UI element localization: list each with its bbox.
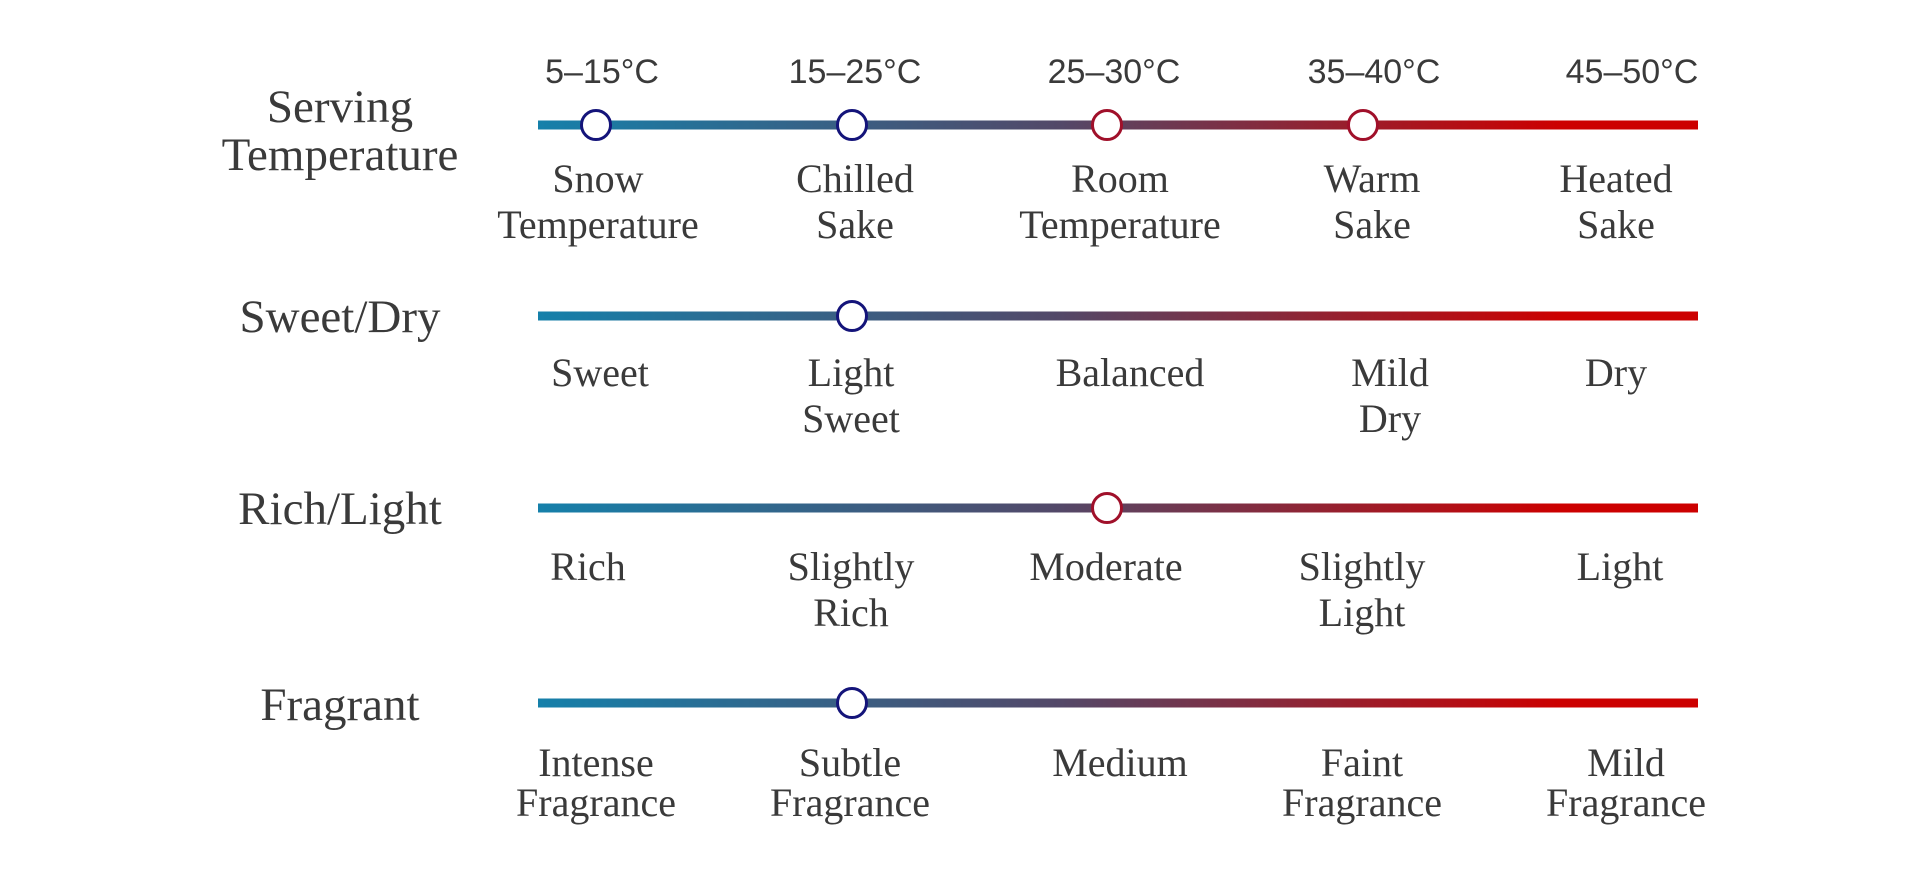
scale-label: Fragrance — [1546, 780, 1706, 825]
scale-label: Medium — [1052, 740, 1188, 785]
gradient-scale-line — [538, 698, 1698, 708]
scale-label: Temperature — [497, 202, 699, 247]
scale-label: Room — [1071, 156, 1169, 201]
row-title: Temperature — [222, 129, 459, 181]
row-title: Rich/Light — [238, 483, 442, 535]
scale-label: Sake — [1333, 202, 1411, 247]
temperature-label: 35–40°C — [1308, 53, 1441, 91]
temperature-label: 25–30°C — [1048, 53, 1181, 91]
scale-label: Light — [1319, 590, 1406, 635]
scale-label: Light — [1577, 544, 1664, 589]
scale-marker — [1347, 109, 1379, 141]
scale-label: Slightly — [788, 544, 915, 589]
scale-label: Light — [808, 350, 895, 395]
scale-marker — [1091, 109, 1123, 141]
scale-label: Moderate — [1029, 544, 1182, 589]
scale-label: Sweet — [802, 396, 900, 441]
scale-label: Dry — [1359, 396, 1421, 441]
scale-label: Subtle — [799, 740, 901, 785]
scale-marker — [836, 687, 868, 719]
scale-label: Slightly — [1299, 544, 1426, 589]
scale-marker — [580, 109, 612, 141]
temperature-label: 5–15°C — [545, 53, 659, 91]
scale-label: Dry — [1585, 350, 1647, 395]
scale-label: Warm — [1324, 156, 1421, 201]
scale-label: Mild — [1351, 350, 1429, 395]
scale-marker — [1091, 492, 1123, 524]
temperature-label: 15–25°C — [789, 53, 922, 91]
scale-label: Snow — [552, 156, 643, 201]
scale-label: Sake — [816, 202, 894, 247]
scale-label: Temperature — [1019, 202, 1221, 247]
scale-label: Fragrance — [516, 780, 676, 825]
scale-label: Fragrance — [770, 780, 930, 825]
scale-label: Heated — [1559, 156, 1672, 201]
row-title: Sweet/Dry — [239, 291, 441, 343]
scale-marker — [836, 109, 868, 141]
row-title: Fragrant — [260, 679, 419, 731]
scale-label: Balanced — [1056, 350, 1205, 395]
scale-label: Chilled — [796, 156, 914, 201]
scale-label: Fragrance — [1282, 780, 1442, 825]
scale-label: Faint — [1321, 740, 1403, 785]
scale-label: Intense — [538, 740, 654, 785]
scale-label: Rich — [813, 590, 889, 635]
row-title: Serving — [267, 81, 413, 133]
scale-label: Rich — [550, 544, 626, 589]
temperature-label: 45–50°C — [1566, 53, 1699, 91]
scale-label: Sake — [1577, 202, 1655, 247]
gradient-scale-line — [538, 311, 1698, 321]
scale-label: Sweet — [551, 350, 649, 395]
scale-label: Mild — [1587, 740, 1665, 785]
scale-marker — [836, 300, 868, 332]
